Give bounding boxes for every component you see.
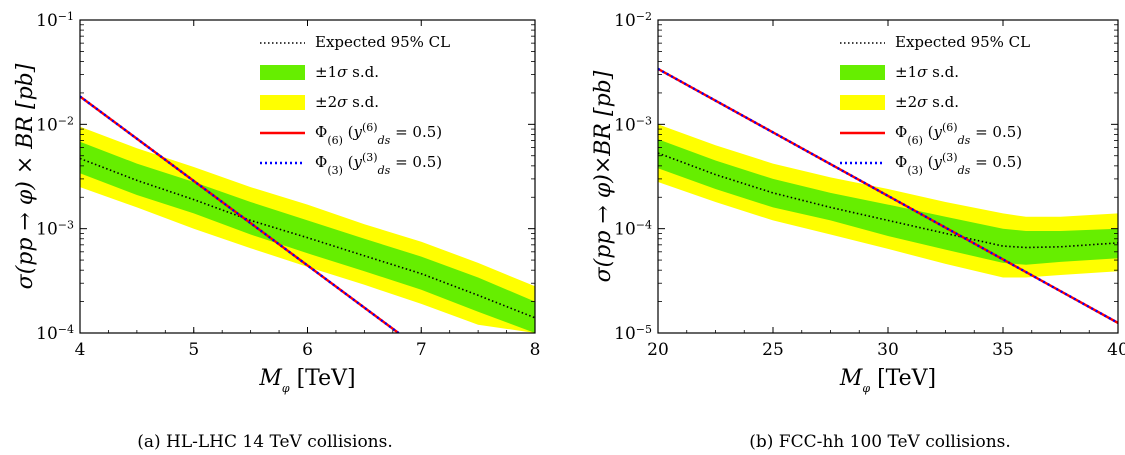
- legend: Expected 95% CL ±1σ s.d. ±2σ s.d. Φ(6) (y(6…: [260, 33, 450, 177]
- chart-a: 4 5 6 7 8 10−4 10−3 10−2 10−1 Mφ [TeV] σ(pp → φ) ×…: [13, 10, 540, 453]
- expected-limit-line: [658, 152, 1118, 249]
- x-tick-label: 5: [188, 340, 199, 360]
- plot-area: [658, 67, 1118, 324]
- y-tick-label: 10−2: [614, 10, 652, 32]
- x-tick-label: 7: [416, 340, 427, 360]
- figure-caption: (a) HL-LHC 14 TeV collisions.: [137, 432, 393, 452]
- phi3-signal-line: [80, 95, 400, 333]
- band-1sigma: [658, 139, 1118, 265]
- y-axis-label: σ(pp → φ) × BR [pb]: [13, 63, 38, 289]
- x-tick-label: 35: [992, 340, 1014, 360]
- y-tick-label: 10−5: [614, 323, 652, 345]
- x-tick-label: 40: [1107, 340, 1125, 360]
- legend-label: ±2σ s.d.: [895, 93, 959, 111]
- legend-label: Expected 95% CL: [895, 33, 1030, 51]
- legend-1sigma-swatch: [840, 65, 885, 80]
- legend-1sigma-swatch: [260, 65, 305, 80]
- legend-label: Φ(6) (y(6)ds = 0.5): [315, 121, 442, 147]
- phi6-signal-line: [658, 67, 1118, 324]
- legend: Expected 95% CL ±1σ s.d. ±2σ s.d. Φ(6) (y(6…: [840, 33, 1030, 177]
- x-tick-label: 30: [877, 340, 899, 360]
- x-tick-label: 8: [530, 340, 541, 360]
- expected-limit-line: [80, 157, 535, 319]
- y-tick-label: 10−4: [36, 323, 74, 345]
- legend-label: Φ(3) (y(3)ds = 0.5): [315, 151, 442, 177]
- x-axis-label: Mφ [TeV]: [258, 366, 355, 395]
- plot-area: [80, 95, 535, 333]
- y-tick-label: 10−3: [614, 114, 652, 136]
- figure-caption: (b) FCC-hh 100 TeV collisions.: [749, 432, 1011, 452]
- x-tick-label: 4: [75, 340, 86, 360]
- y-tick-label: 10−4: [614, 218, 652, 240]
- x-tick-label: 25: [762, 340, 784, 360]
- legend-2sigma-swatch: [260, 95, 305, 110]
- chart-b: 20 25 30 35 40 10−5 10−4 10−3 10−2 Mφ [TeV] σ(pp →…: [591, 10, 1125, 453]
- y-axis-label: σ(pp → φ)×BR [pb]: [591, 70, 616, 282]
- y-tick-label: 10−3: [36, 218, 74, 240]
- legend-label: ±1σ s.d.: [315, 63, 379, 81]
- y-tick-label: 10−1: [36, 10, 74, 32]
- legend-2sigma-swatch: [840, 95, 885, 110]
- x-tick-label: 6: [302, 340, 313, 360]
- legend-label: ±2σ s.d.: [315, 93, 379, 111]
- legend-label: Φ(6) (y(6)ds = 0.5): [895, 121, 1022, 147]
- x-tick-label: 20: [647, 340, 669, 360]
- x-axis-label: Mφ [TeV]: [839, 366, 936, 395]
- legend-label: ±1σ s.d.: [895, 63, 959, 81]
- y-tick-label: 10−2: [36, 114, 74, 136]
- legend-label: Expected 95% CL: [315, 33, 450, 51]
- legend-label: Φ(3) (y(3)ds = 0.5): [895, 151, 1022, 177]
